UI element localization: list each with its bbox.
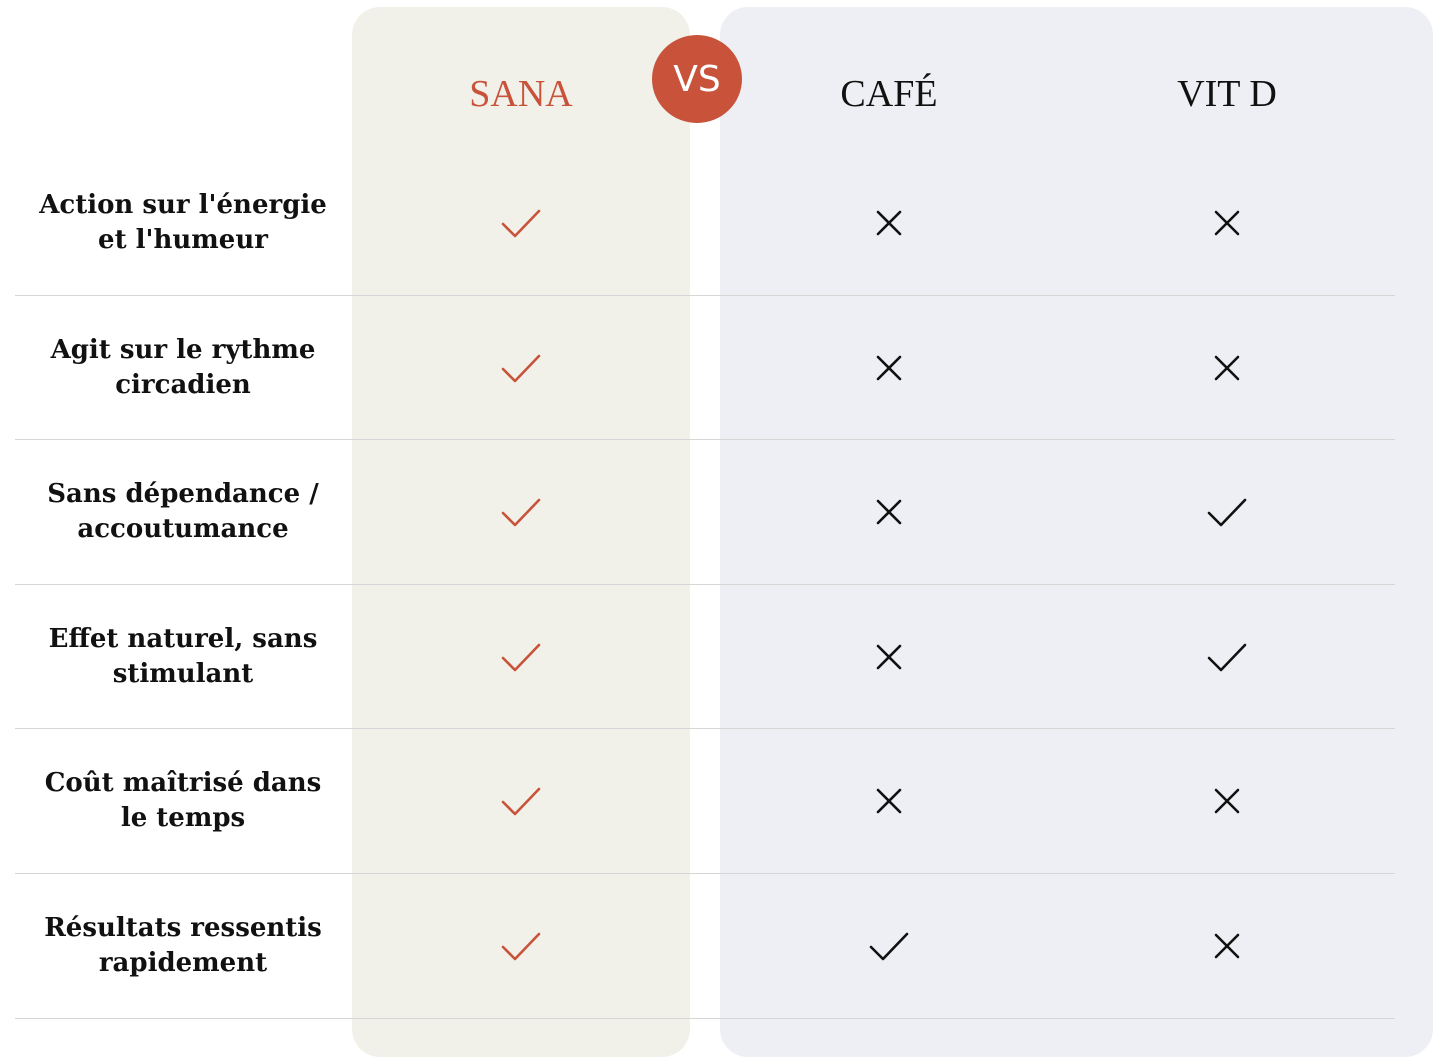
cell-cafe [720,151,1058,295]
comparison-row: Résultats ressentis rapidement [0,874,1445,1018]
cell-vitd [1058,151,1396,295]
column-header-cafe: CAFÉ [840,73,938,115]
row-divider [15,1017,1395,1019]
cross-icon [1214,355,1240,380]
row-divider [15,873,1395,874]
comparison-row: Agit sur le rythme circadien [0,296,1445,440]
cell-sana [352,585,690,729]
cross-icon [876,789,902,814]
check-icon [501,643,541,672]
cell-vitd [1058,729,1396,873]
cross-icon [1214,210,1240,236]
row-label: Agit sur le rythme circadien [15,296,351,440]
row-divider [15,439,1395,441]
row-divider [15,728,1395,730]
cell-cafe [720,729,1058,873]
row-label: Action sur l'énergie et l'humeur [15,151,351,295]
cross-icon [1214,933,1240,959]
check-icon [501,498,541,527]
cell-vitd [1058,585,1396,729]
check-icon [1207,643,1247,672]
check-icon [501,932,541,961]
row-label: Résultats ressentis rapidement [15,874,351,1018]
cell-cafe [720,585,1058,729]
check-icon [501,354,541,382]
check-icon [869,932,909,961]
cell-cafe [720,440,1058,584]
row-label-text: Action sur l'énergie et l'humeur [39,190,327,255]
cell-cafe [720,296,1058,440]
row-label-text: Sans dépendance / accoutumance [47,479,319,545]
row-label-text: Résultats ressentis rapidement [44,913,322,978]
comparison-row: Effet naturel, sans stimulant [0,585,1445,729]
cross-icon [876,210,902,236]
column-header-vitd: VIT D [1177,73,1277,115]
cell-sana [352,874,690,1018]
row-divider [15,583,1395,585]
cell-sana [352,151,690,295]
check-icon [1207,498,1247,527]
check-icon [501,209,541,238]
cell-sana [352,729,690,873]
comparison-row: Sans dépendance / accoutumance [0,440,1445,584]
comparison-row: Action sur l'énergie et l'humeur [0,151,1445,295]
row-label: Coût maîtrisé dans le temps [15,729,351,873]
column-header-sana: SANA [469,73,573,115]
competitors-column-panel [720,7,1433,1057]
comparison-row: Coût maîtrisé dans le temps [0,729,1445,873]
row-label-text: Coût maîtrisé dans le temps [44,768,322,834]
cross-icon [876,644,902,670]
sana-column-panel [352,7,690,1057]
cell-sana [352,296,690,440]
cell-vitd [1058,874,1396,1018]
row-divider [15,294,1395,296]
cell-vitd [1058,440,1396,584]
cell-sana [352,440,690,584]
row-label: Sans dépendance / accoutumance [15,440,351,584]
cell-cafe [720,874,1058,1018]
vs-badge: VS [652,35,742,123]
row-label-text: Agit sur le rythme circadien [50,334,316,400]
cross-icon [876,499,902,525]
cross-icon [1214,789,1240,814]
row-label: Effet naturel, sans stimulant [15,585,351,729]
row-label-text: Effet naturel, sans stimulant [48,623,318,689]
check-icon [501,788,541,816]
cross-icon [876,355,902,380]
cell-vitd [1058,296,1396,440]
